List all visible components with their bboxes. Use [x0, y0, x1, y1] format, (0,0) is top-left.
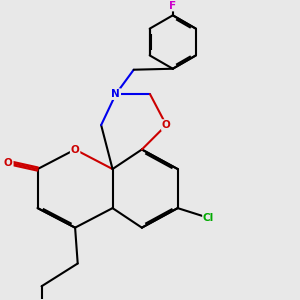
- Text: O: O: [162, 120, 171, 130]
- Text: F: F: [169, 1, 176, 10]
- Text: Cl: Cl: [203, 213, 214, 223]
- Text: N: N: [111, 89, 120, 99]
- Text: O: O: [71, 145, 80, 154]
- Text: O: O: [4, 158, 13, 167]
